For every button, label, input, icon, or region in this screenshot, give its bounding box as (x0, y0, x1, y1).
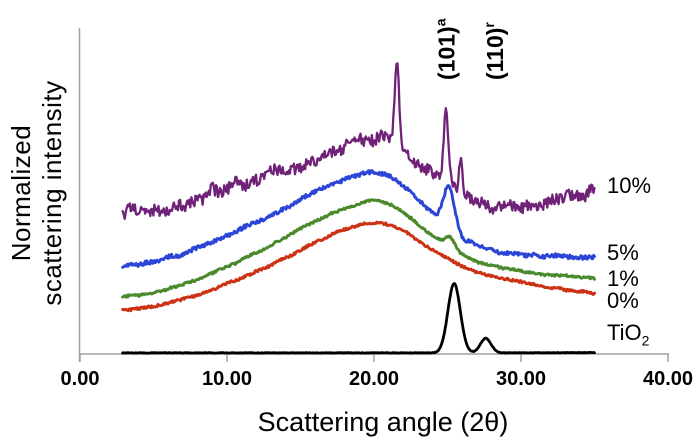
series-label-10%: 10% (607, 172, 652, 198)
x-tick-label-20.00: 20.00 (348, 368, 400, 390)
series-lines-group (121, 62, 596, 355)
peak-annotation-(101)a: (101)a (433, 18, 460, 80)
y-axis-title: Normalized scattering intensity (6, 80, 67, 306)
series-label-5%: 5% (607, 240, 639, 266)
series-line-0% (121, 220, 596, 313)
series-label-1%: 1% (607, 265, 639, 291)
peak-annotations-group: (101)a (110)r (433, 18, 509, 80)
series-line-1% (121, 198, 596, 299)
series-label-0%: 0% (607, 288, 639, 314)
series-line-10% (121, 62, 596, 220)
series-line-TiO2 (121, 282, 596, 355)
x-tick-label-10.00: 10.00 (201, 368, 253, 390)
x-tick-label-40.00: 40.00 (642, 368, 694, 390)
series-line-5% (121, 169, 596, 269)
x-tick-label-30.00: 30.00 (495, 368, 547, 390)
series-label-TiO2: TiO2 (607, 319, 650, 349)
x-tick-label-0.00: 0.00 (60, 368, 100, 390)
peak-annotation-(110)r: (110)r (481, 22, 508, 80)
x-axis-title: Scattering angle (2θ) (257, 407, 509, 437)
